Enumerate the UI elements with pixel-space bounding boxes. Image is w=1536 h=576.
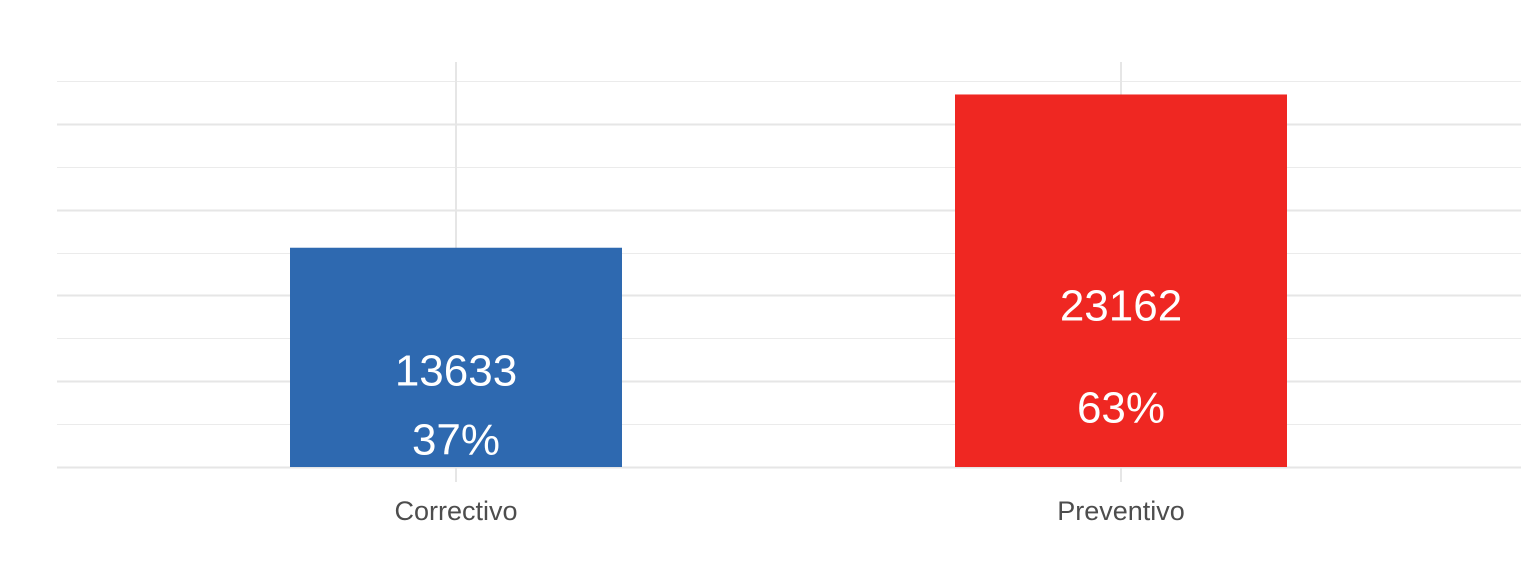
- chart-x-axis-ticks: Correctivo Preventivo: [394, 496, 1184, 526]
- bar-percent-label: 37%: [412, 416, 500, 465]
- bar-value-label: 13633: [395, 346, 517, 395]
- bar-value-label: 23162: [1060, 281, 1182, 330]
- chart-bars: [290, 94, 1287, 467]
- bar-percent-label: 63%: [1077, 384, 1165, 433]
- chart-value-labels: 13633 37% 23162 63%: [395, 281, 1182, 464]
- chart-grid: [57, 62, 1521, 482]
- bar-correctivo: [290, 247, 622, 467]
- x-tick-label: Correctivo: [394, 496, 517, 526]
- bar-preventivo: [955, 94, 1287, 467]
- x-tick-label: Preventivo: [1057, 496, 1185, 526]
